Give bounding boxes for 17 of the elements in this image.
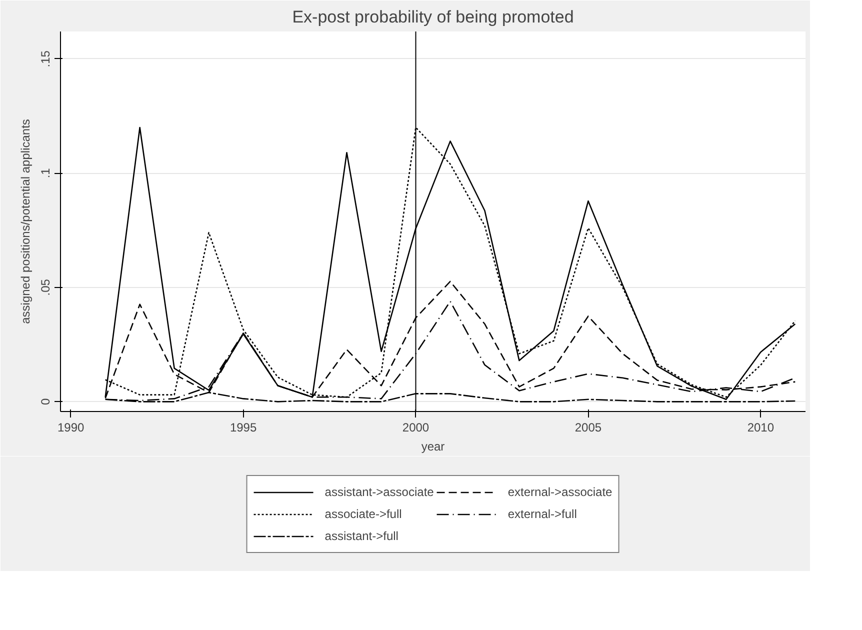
x-tick-label: 1990 (58, 420, 85, 434)
y-axis-title: assigned positions/potential applicants (18, 119, 32, 324)
legend-label: external->associate (508, 484, 612, 498)
y-tick-label: 0 (38, 398, 52, 406)
x-tick-label: 2005 (574, 420, 602, 434)
x-tick-label: 2010 (747, 420, 774, 434)
y-tick-label: .15 (38, 50, 52, 68)
legend-label: assistant->associate (324, 484, 434, 498)
y-tick-label: .1 (38, 168, 52, 178)
legend-label: associate->full (324, 506, 402, 520)
legend-label: external->full (508, 506, 577, 520)
y-tick-label: .05 (38, 278, 52, 296)
legend-label: assistant->full (324, 528, 398, 542)
x-tick-label: 1995 (230, 420, 257, 434)
chart-title: Ex-post probability of being promoted (292, 8, 574, 26)
x-tick-label: 2000 (402, 420, 430, 434)
x-axis-title: year (421, 440, 445, 454)
